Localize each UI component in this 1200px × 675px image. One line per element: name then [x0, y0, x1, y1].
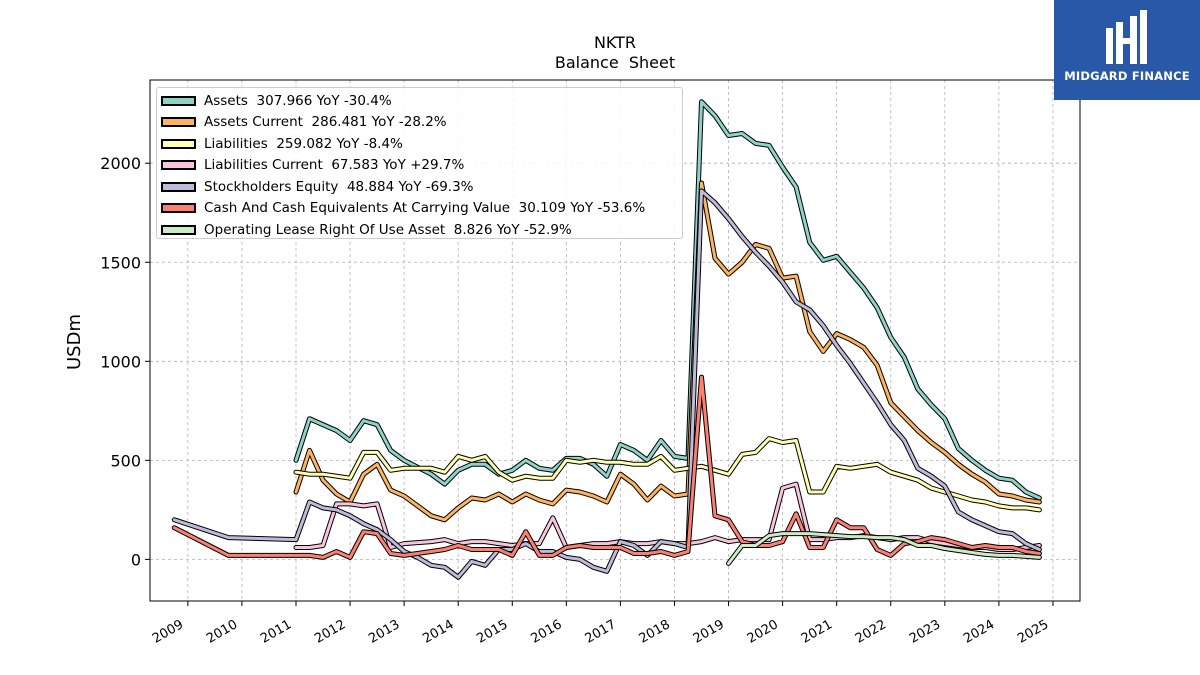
x-tick-label: 2020: [745, 617, 781, 647]
legend-item-operating-lease: Operating Lease Right Of Use Asset 8.826…: [161, 219, 572, 240]
y-tick-label: 1000: [100, 352, 141, 371]
x-tick-label: 2012: [312, 617, 348, 647]
x-tick-label: 2024: [961, 617, 997, 647]
series-line-0: [294, 100, 1041, 500]
x-tick-label: 2025: [1015, 617, 1051, 647]
brand-mark-icon: [1106, 10, 1147, 64]
x-tick-label: 2022: [853, 617, 889, 647]
legend-label-stockholders-equity: Stockholders Equity 48.884 YoY -69.3%: [204, 178, 474, 195]
legend-item-stockholders-equity: Stockholders Equity 48.884 YoY -69.3%: [161, 176, 474, 197]
x-tick-label: 2014: [420, 617, 456, 647]
legend-label-operating-lease: Operating Lease Right Of Use Asset 8.826…: [204, 221, 572, 238]
y-tick-label: 2000: [100, 154, 141, 173]
legend-item-liabilities: Liabilities 259.082 YoY -8.4%: [161, 133, 403, 154]
legend-label-assets: Assets 307.966 YoY -30.4%: [204, 92, 392, 109]
series-line-6: [727, 532, 1041, 565]
x-tick-label: 2016: [529, 617, 565, 647]
brand-name: MIDGARD FINANCE: [1064, 69, 1190, 83]
x-tick-label: 2017: [583, 617, 619, 647]
series-line-2: [294, 437, 1041, 512]
y-tick-label: 1500: [100, 253, 141, 272]
legend-item-liabilities-current: Liabilities Current 67.583 YoY +29.7%: [161, 155, 464, 176]
legend-label-assets-current: Assets Current 286.481 YoY -28.2%: [204, 114, 447, 130]
plot-frame: [149, 79, 1081, 602]
legend-item-cash: Cash And Cash Equivalents At Carrying Va…: [161, 198, 645, 219]
legend-label-liabilities: Liabilities 259.082 YoY -8.4%: [204, 135, 403, 152]
x-tick-label: 2019: [691, 617, 727, 647]
chart-title: NKTR: [594, 33, 636, 52]
x-tick-label: 2015: [474, 617, 510, 647]
brand-logo: MIDGARD FINANCE: [1054, 0, 1200, 100]
x-tick-label: 2011: [258, 617, 294, 647]
legend-swatch-liabilities-current: [161, 160, 196, 170]
legend-swatch-cash: [161, 203, 196, 213]
legend-item-assets: Assets 307.966 YoY -30.4%: [161, 90, 392, 111]
x-axis: 2009 2010 2011 2012 2013 2014 2015 2016 2017 2018…: [150, 601, 1054, 647]
x-tick-label: 2009: [150, 617, 186, 647]
legend-swatch-stockholders-equity: [161, 181, 196, 192]
series-lines: [171, 99, 1042, 580]
y-axis-label: USDm: [64, 314, 85, 370]
x-tick-label: 2010: [204, 617, 240, 647]
x-tick-label: 2021: [799, 617, 835, 647]
chart-legend: Assets 307.966 YoY -30.4% Assets Current…: [156, 87, 683, 239]
legend-swatch-assets-current: [161, 117, 196, 127]
y-tick-label: 0: [131, 550, 141, 569]
series-line-1: [294, 181, 1041, 522]
y-tick-label: 500: [110, 451, 141, 470]
legend-label-liabilities-current: Liabilities Current 67.583 YoY +29.7%: [204, 157, 465, 173]
x-tick-label: 2018: [637, 617, 673, 647]
chart-subtitle: Balance Sheet: [555, 53, 675, 72]
x-tick-label: 2023: [907, 617, 943, 647]
legend-swatch-liabilities: [161, 138, 196, 149]
legend-label-cash: Cash And Cash Equivalents At Carrying Va…: [204, 200, 646, 216]
y-axis: 0 500 1000 1500 2000: [100, 154, 150, 569]
legend-item-assets-current: Assets Current 286.481 YoY -28.2%: [161, 112, 447, 133]
series-line-4: [172, 189, 1041, 579]
legend-swatch-operating-lease: [161, 224, 196, 235]
x-tick-label: 2013: [366, 617, 402, 647]
legend-swatch-assets: [161, 95, 196, 106]
